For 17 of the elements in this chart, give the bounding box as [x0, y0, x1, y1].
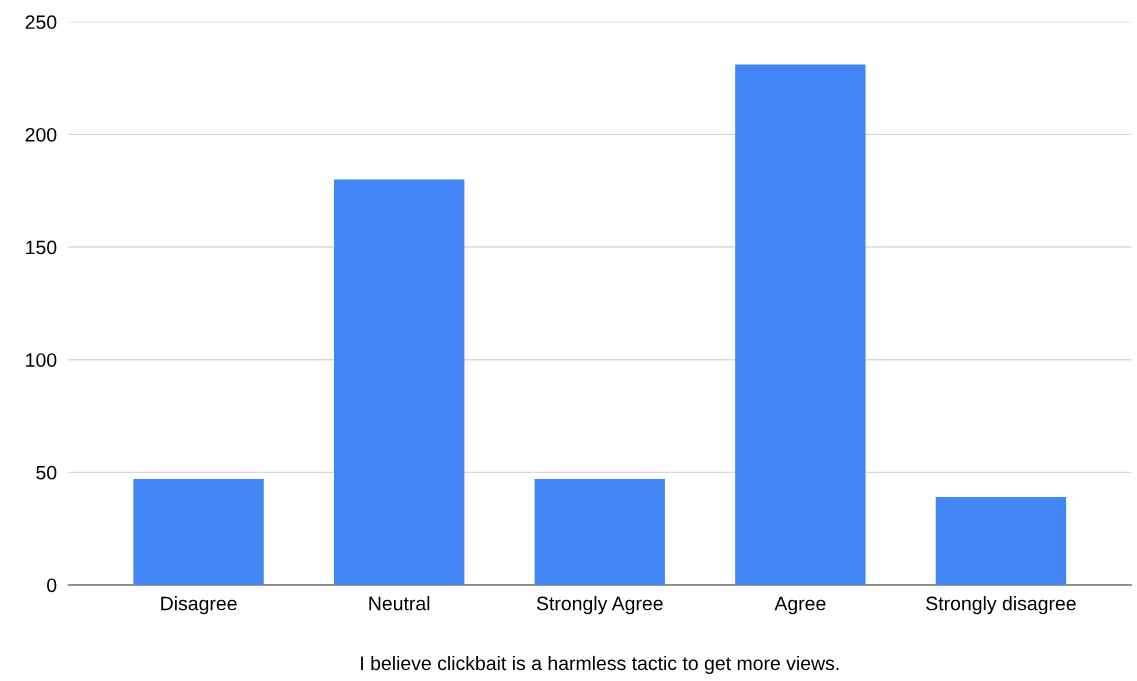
y-tick-label: 200	[25, 127, 57, 142]
y-tick-label: 0	[47, 578, 57, 593]
y-tick-label: 150	[26, 240, 57, 255]
x-tick-label: Strongly disagree	[926, 596, 1076, 615]
x-tick-label: Agree	[774, 596, 826, 615]
bar	[735, 64, 866, 585]
bar	[935, 497, 1067, 585]
x-tick-label: Neutral	[369, 596, 430, 611]
y-tick-label: 50	[36, 465, 57, 480]
x-axis-title: I believe clickbait is a harmless tactic to get more views.	[361, 655, 839, 675]
x-tick-label: Disagree	[161, 596, 237, 615]
y-tick-label: 250	[25, 15, 57, 30]
bar	[534, 479, 665, 585]
bar	[133, 479, 264, 585]
y-tick-label: 100	[26, 353, 57, 367]
bar	[333, 179, 465, 585]
x-tick-label: Strongly Agree	[536, 596, 663, 615]
